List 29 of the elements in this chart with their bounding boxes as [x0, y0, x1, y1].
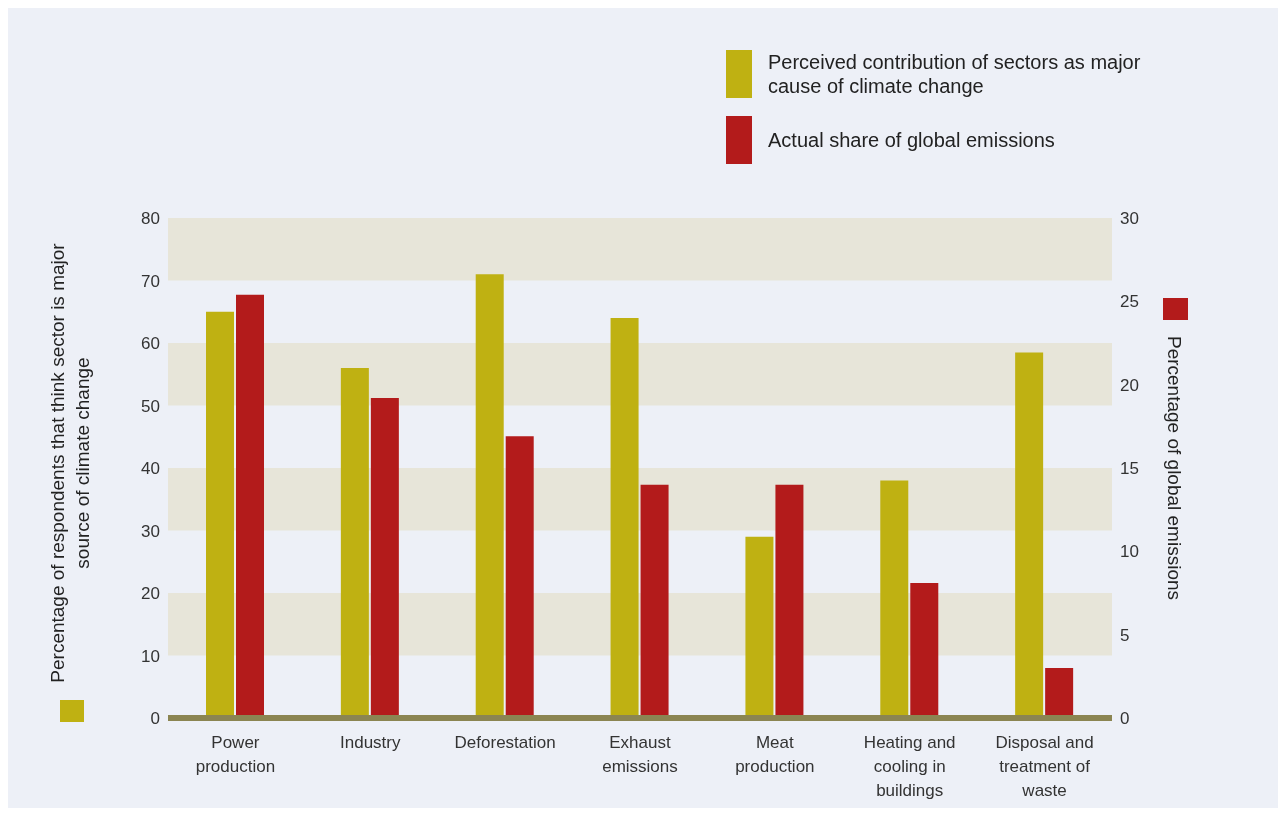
- y-tick-label: 30: [141, 521, 160, 541]
- y-tick-label: 50: [141, 396, 160, 416]
- y2-axis-title: Percentage of global emissions: [1163, 335, 1185, 601]
- y2-tick-label: 15: [1120, 459, 1139, 479]
- y-tick-label: 70: [141, 271, 160, 291]
- y-tick-label: 0: [150, 709, 160, 729]
- bar: [1045, 668, 1074, 718]
- y-axis-title: Percentage of respondents that think sector is major source of climate change: [46, 243, 94, 683]
- x-tick-label: Disposal and treatment of waste: [995, 733, 1094, 800]
- x-tick-label: Deforestation: [454, 733, 556, 752]
- y2-tick-label: 5: [1120, 625, 1130, 645]
- y2-tick-label: 20: [1120, 375, 1139, 395]
- legend-label: Perceived contribution of sectors as major cause of climate change: [768, 50, 1142, 98]
- legend-label: Actual share of global emissions: [768, 128, 1055, 152]
- x-tick-label: Heating and cooling in buildings: [863, 733, 956, 800]
- y2-tick-label: 10: [1120, 542, 1139, 562]
- y-tick-label: 20: [141, 584, 160, 604]
- x-tick-label: Power production: [195, 733, 276, 776]
- y2-tick-label: 0: [1120, 709, 1130, 729]
- y-tick-label: 40: [141, 459, 160, 479]
- y-tick-label: 10: [141, 646, 160, 666]
- x-tick-label: Exhaust emissions: [602, 733, 678, 776]
- x-tick-label: Industry: [340, 733, 402, 752]
- y-tick-label: 60: [141, 334, 160, 354]
- y2-tick-label: 25: [1120, 292, 1139, 312]
- y2-tick-label: 30: [1120, 209, 1139, 229]
- bar: [1015, 352, 1044, 718]
- x-tick-label: Meat production: [735, 733, 815, 776]
- y-tick-label: 80: [141, 209, 160, 229]
